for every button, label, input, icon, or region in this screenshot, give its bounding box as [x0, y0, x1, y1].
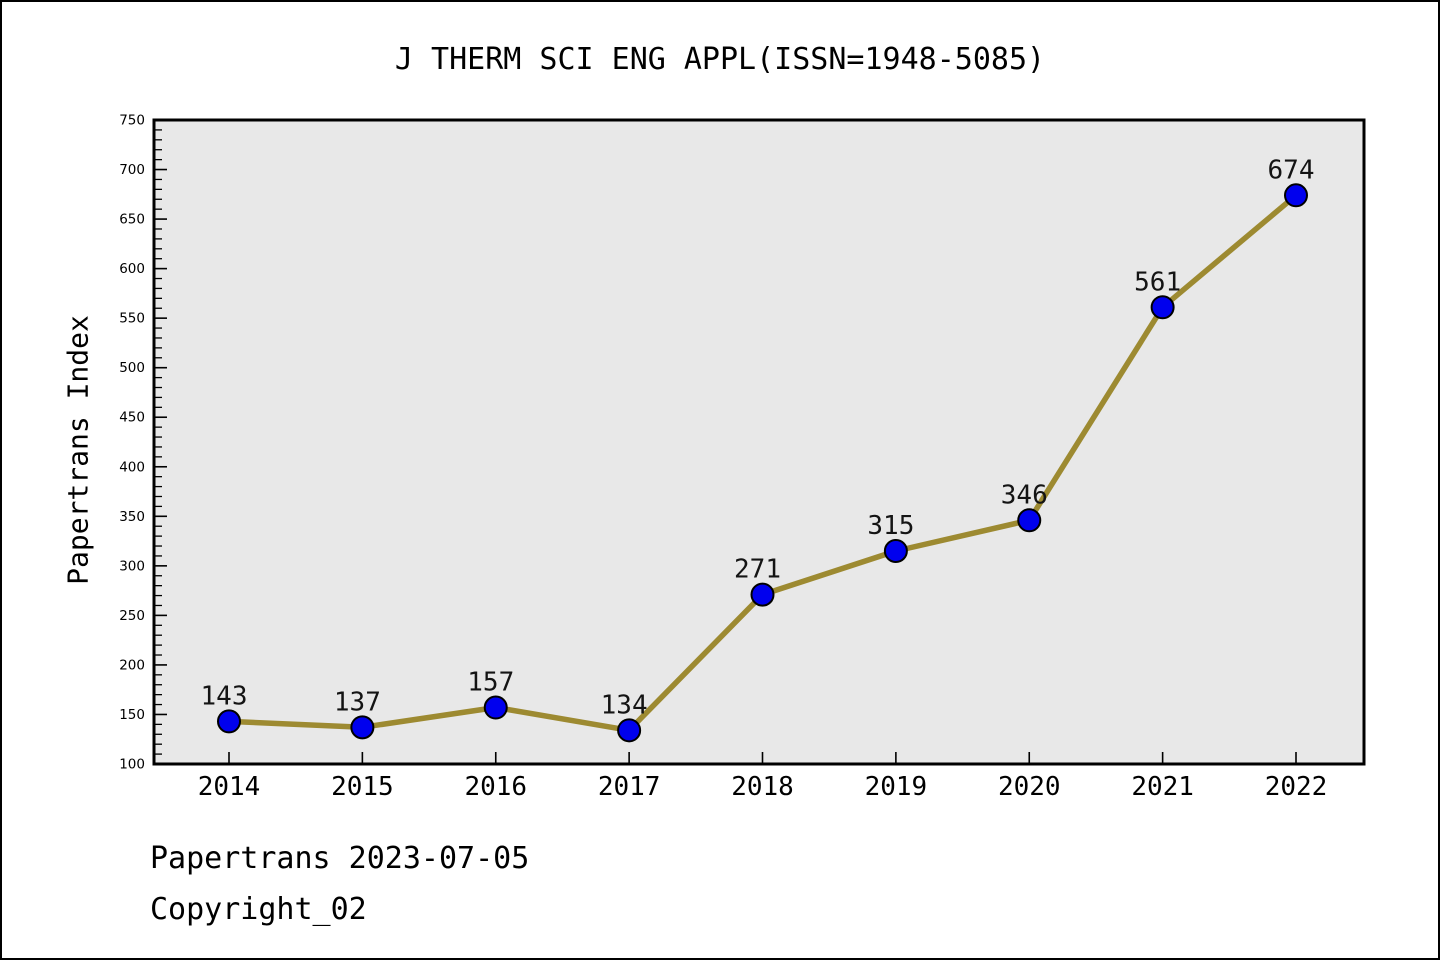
x-tick-label: 2019 — [865, 772, 928, 802]
data-point — [1017, 508, 1042, 533]
footer-copyright: Copyright_02 — [150, 892, 367, 927]
point-label: 137 — [334, 687, 381, 717]
y-tick-label: 100 — [119, 757, 145, 773]
point-label: 315 — [867, 511, 914, 541]
y-tick-label: 500 — [119, 360, 145, 376]
y-tick-label: 650 — [119, 212, 145, 228]
point-label: 271 — [734, 555, 781, 585]
data-point — [750, 582, 775, 607]
x-tick-label: 2018 — [731, 772, 794, 802]
x-tick-label: 2015 — [331, 772, 394, 802]
x-tick-label: 2022 — [1265, 772, 1328, 802]
point-label: 157 — [467, 668, 514, 698]
point-label: 134 — [601, 690, 648, 720]
footer-date: Papertrans 2023-07-05 — [150, 841, 530, 876]
point-label: 346 — [1001, 480, 1048, 510]
x-tick-label: 2016 — [464, 772, 527, 802]
y-tick-label: 150 — [119, 707, 145, 723]
plot-background — [154, 120, 1364, 764]
y-tick-label: 550 — [119, 311, 145, 327]
data-point — [350, 715, 375, 740]
y-tick-label: 200 — [119, 657, 145, 673]
point-label: 674 — [1268, 155, 1315, 185]
y-tick-label: 600 — [119, 261, 145, 277]
y-tick-label: 700 — [119, 162, 145, 178]
plot-frame — [152, 118, 1366, 766]
y-tick-label: 400 — [119, 459, 145, 475]
point-label: 143 — [201, 681, 248, 711]
chart-title: J THERM SCI ENG APPL(ISSN=1948-5085) — [394, 42, 1046, 77]
y-tick-label: 350 — [119, 509, 145, 525]
x-tick-label: 2020 — [998, 772, 1061, 802]
data-point — [217, 709, 241, 734]
data-point — [1284, 183, 1308, 208]
point-label: 561 — [1134, 267, 1181, 297]
y-tick-label: 250 — [119, 608, 145, 624]
y-tick-label: 300 — [119, 558, 145, 574]
data-point — [1150, 295, 1175, 320]
data-point — [483, 695, 508, 720]
x-tick-label: 2021 — [1131, 772, 1194, 802]
y-tick-label: 450 — [119, 410, 145, 426]
x-tick-label: 2014 — [198, 772, 261, 802]
data-point — [883, 538, 908, 563]
y-tick-label: 750 — [119, 113, 145, 129]
x-tick-label: 2017 — [598, 772, 661, 802]
data-point — [617, 718, 642, 743]
